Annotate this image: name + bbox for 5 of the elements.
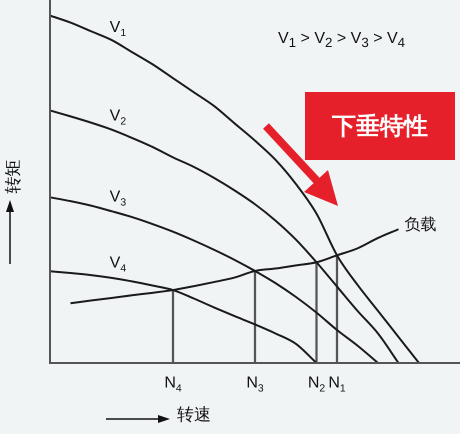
series-label: 负载 [404, 216, 436, 234]
annotation: 下垂特性 [305, 92, 455, 160]
x-axis-title: 转速 [177, 404, 211, 426]
annotation: V$_{1}$ > V$_{2}$ > V$_{3}$ > V$_{4}$ [278, 30, 406, 50]
y-axis-title: 转矩 [2, 158, 24, 196]
